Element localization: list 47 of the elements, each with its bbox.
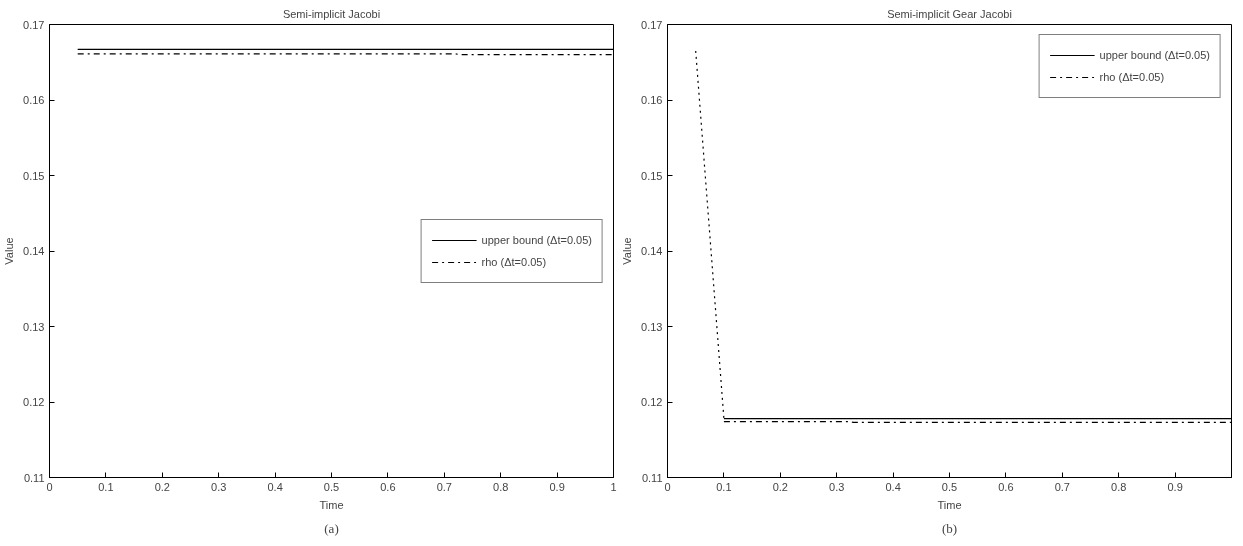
legend-label: rho (Δt=0.05) [1099,71,1165,83]
x-tick-label: 0 [46,480,53,493]
y-tick-label: 0.17 [23,18,45,31]
y-tick-label: 0.13 [641,320,663,333]
x-tick-label: 0.8 [1111,480,1127,493]
legend-label: upper bound (Δt=0.05) [481,233,592,246]
y-tick-label: 0.14 [641,245,663,257]
legend-label: upper bound (Δt=0.05) [1099,49,1210,61]
x-tick-label: 0.6 [998,480,1014,493]
y-tick-label: 0.14 [23,245,45,257]
x-tick-label: 0.1 [716,480,732,493]
x-tick-label: 0.6 [380,480,396,493]
y-tick-label: 0.15 [641,169,663,182]
y-tick-label: 0.17 [641,18,663,31]
legend-label: rho (Δt=0.05) [481,255,547,268]
x-tick-label: 0.4 [885,480,901,493]
chart-title: Semi-implicit Gear Jacobi [887,7,1012,20]
x-tick-label: 0.7 [436,480,452,493]
x-tick-label: 1 [610,480,617,493]
x-tick-label: 0.2 [772,480,788,493]
y-tick-label: 0.16 [23,94,45,106]
x-tick-label: 0.8 [493,480,509,493]
y-tick-label: 0.11 [23,471,45,484]
y-tick-label: 0.16 [641,94,663,106]
x-tick-label: 0.3 [211,480,227,493]
y-axis-title: Value [621,237,634,265]
x-tick-label: 0.9 [1167,480,1183,493]
x-tick-label: 0.4 [267,480,283,493]
x-tick-label: 0.9 [549,480,565,493]
x-axis-title: Time [937,498,962,511]
x-tick-label: 0.3 [829,480,845,493]
chart-title: Semi-implicit Jacobi [282,7,381,20]
y-tick-label: 0.12 [641,396,663,408]
x-tick-label: 0 [664,480,671,493]
x-tick-label: 0.5 [323,480,340,493]
text: (b) [941,520,958,536]
y-tick-label: 0.11 [641,471,663,484]
x-tick-label: 0.7 [1054,480,1070,493]
x-tick-label: 0.2 [154,480,170,493]
y-tick-label: 0.12 [23,396,45,408]
text: (a) [324,520,339,536]
y-tick-label: 0.13 [23,320,45,333]
y-tick-label: 0.15 [23,169,45,182]
x-tick-label: 0.1 [98,480,114,493]
y-axis-title: Value [3,237,16,265]
x-axis-title: Time [319,498,344,511]
x-tick-label: 0.5 [941,480,958,493]
